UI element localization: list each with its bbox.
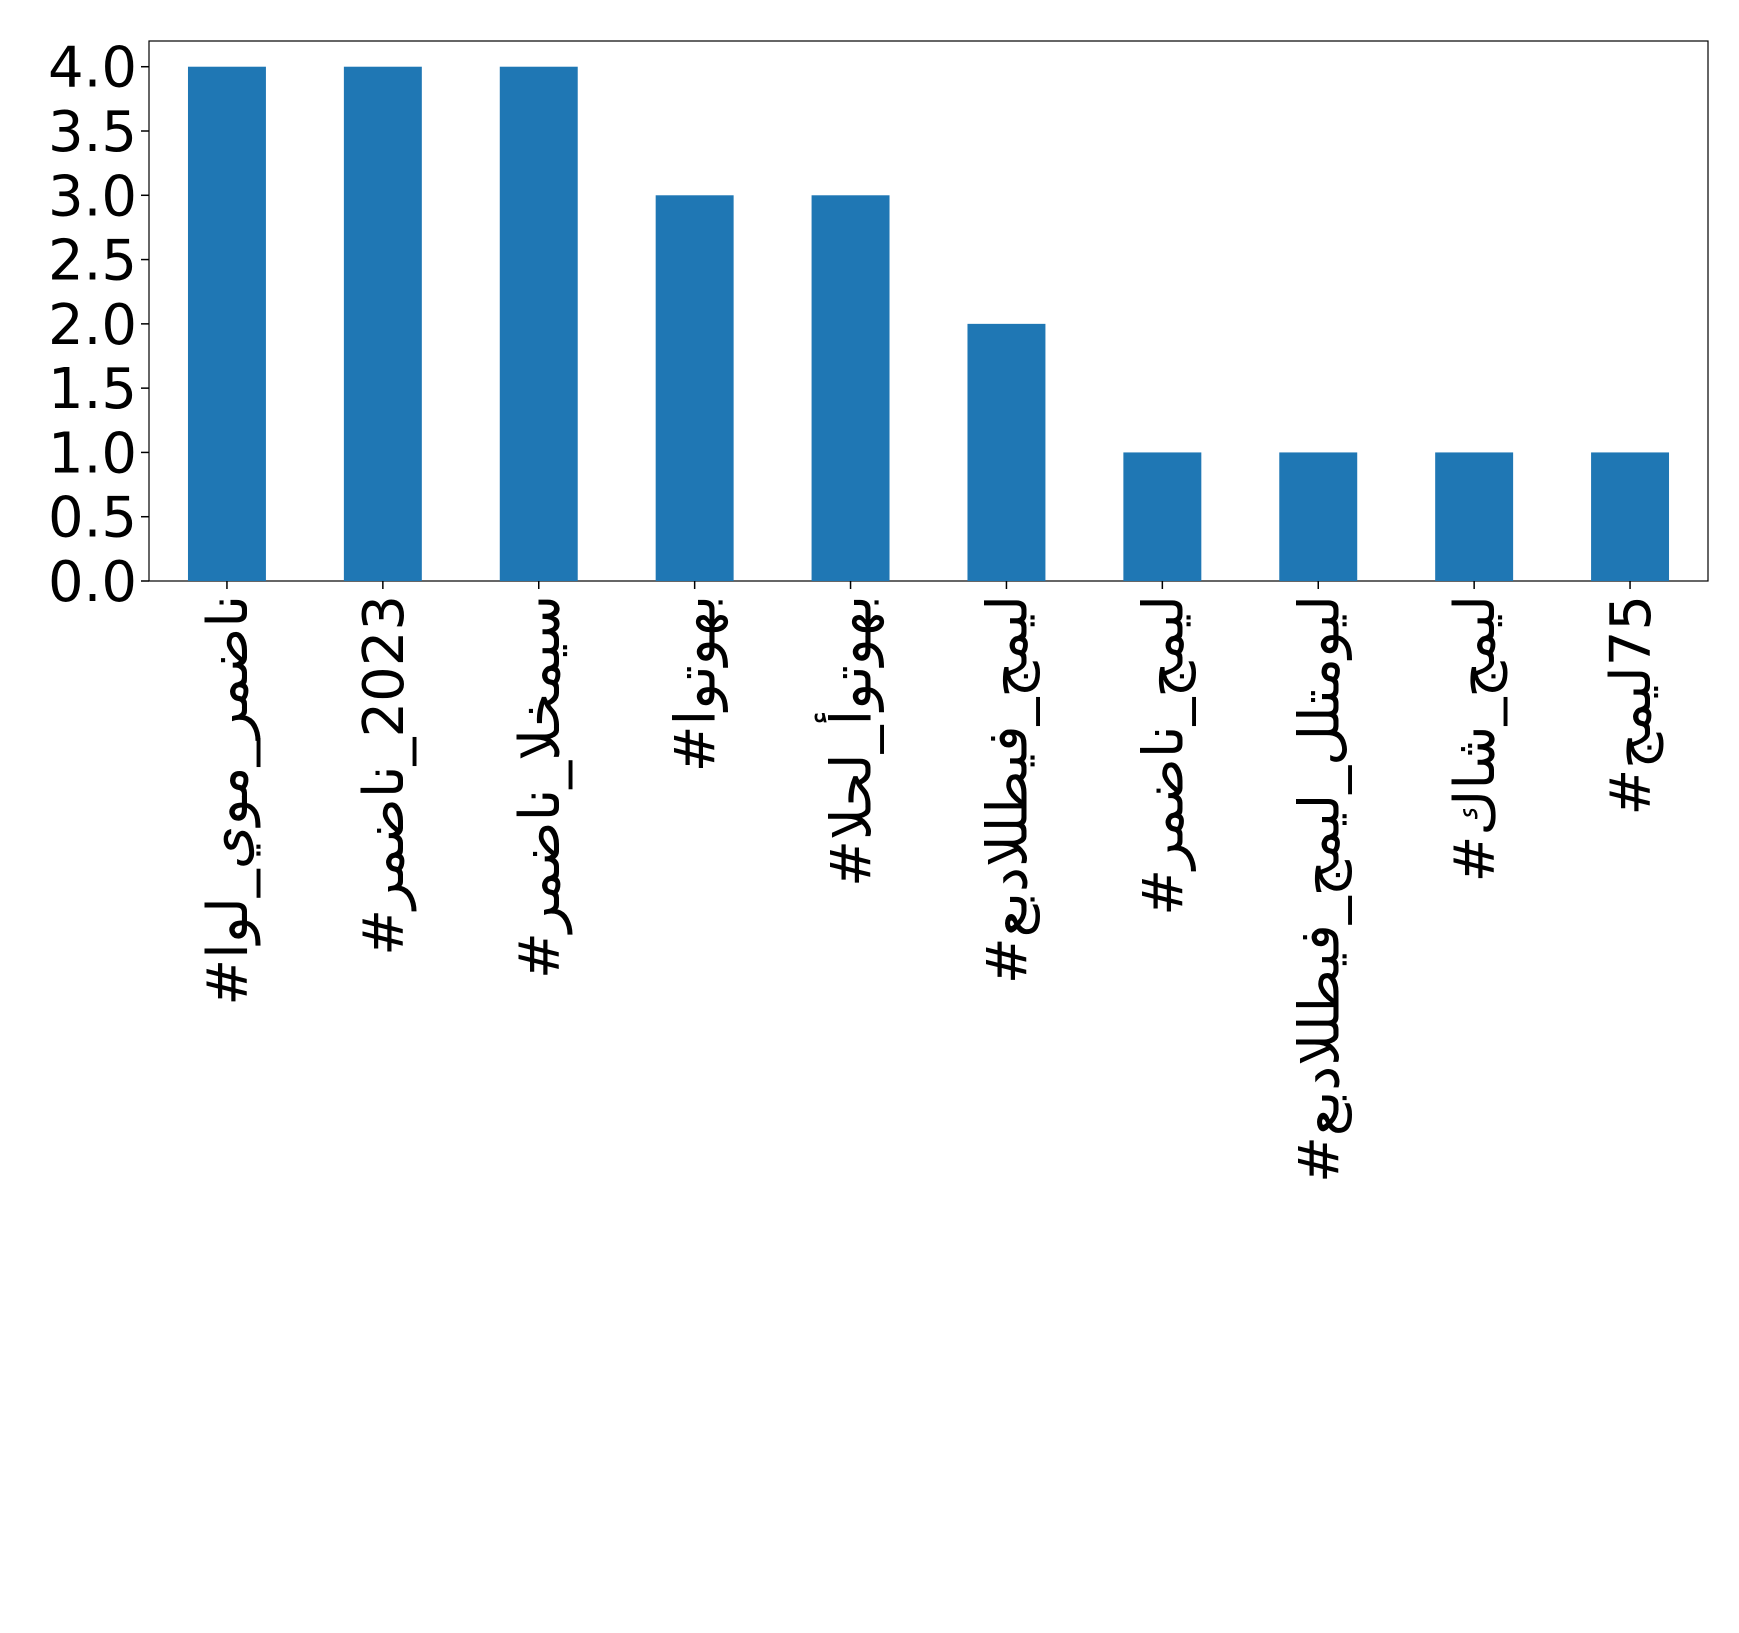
bar [1279, 452, 1358, 581]
y-tick-label: 2.0 [48, 293, 137, 358]
plot-frame [148, 40, 1709, 582]
y-tick-label: 0.0 [48, 550, 137, 615]
y-tick-label: 3.5 [48, 100, 137, 165]
x-tick-label: #اوتوهب [664, 595, 729, 772]
bar [499, 66, 578, 581]
x-tick-label: #رمضان_الخميس [508, 595, 573, 979]
y-tick-label: 1.0 [48, 421, 137, 486]
x-tick-label: #الحل_أوتوهب [815, 595, 885, 887]
bar [655, 195, 734, 582]
y-tick-label: 4.0 [48, 36, 137, 101]
y-tick-label: 2.5 [48, 229, 137, 294]
bar [343, 66, 422, 581]
y-tick-label: 0.5 [48, 486, 137, 551]
x-tick-label: #كاش_جميل [1443, 595, 1508, 883]
bar [1591, 452, 1670, 581]
bar [967, 323, 1046, 581]
x-tick-label: #عبداللطيف_جميل [975, 595, 1040, 984]
y-tick-label: 1.5 [48, 357, 137, 422]
y-tick-label: 3.0 [48, 164, 137, 229]
bar [811, 195, 890, 582]
x-tick-label: #عبداللطيف_جميل_للتمويل [1287, 595, 1352, 1183]
x-tick-label: #رمضان_جميل [1131, 595, 1196, 916]
bar [1435, 452, 1514, 581]
x-tick-label: #اول_يوم_رمضان [196, 595, 261, 1006]
bar [1123, 452, 1202, 581]
x-tick-label: #رمضان_2023 [352, 595, 417, 956]
x-tick-label: #جميل75 [1599, 595, 1664, 816]
bar [187, 66, 266, 581]
